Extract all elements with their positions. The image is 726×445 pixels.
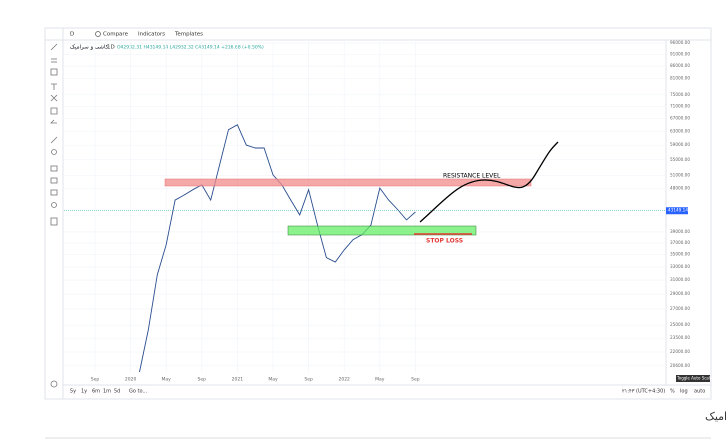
y-tick-label: 81000.00 — [670, 76, 690, 81]
chart-frame — [44, 27, 712, 400]
interval[interactable]: D — [70, 32, 74, 38]
log-toggle[interactable]: log — [680, 389, 688, 395]
x-tick-label: May — [162, 377, 172, 383]
y-tick-label: 96000.00 — [670, 40, 690, 45]
stop-loss-label: STOP LOSS — [426, 238, 463, 245]
y-tick-label: 48000.00 — [670, 185, 690, 190]
x-tick-label: Sep — [91, 377, 100, 383]
clock: ۲۱:۴۳ (UTC+4:30) — [622, 389, 665, 395]
plot: 96000.00 91000.00 86000.00 81000.00 75000.00… — [64, 40, 690, 383]
auto-toggle[interactable]: auto — [694, 389, 705, 395]
support-zone — [287, 225, 477, 236]
y-tick-label: 27000.00 — [670, 306, 690, 311]
y-tick-label: 20600.00 — [670, 363, 690, 368]
x-tick-label: 2022 — [338, 377, 350, 383]
y-tick-label: 22000.00 — [670, 349, 690, 354]
symbol: کاشی و سرامیک — [70, 44, 109, 51]
tooltip: Toggle Auto Scale — [676, 376, 713, 381]
x-tick-label: 2020 — [125, 377, 137, 383]
goto-button[interactable]: Go to... — [129, 389, 148, 395]
y-tick-label: 86000.00 — [670, 63, 690, 68]
x-tick-label: May — [268, 377, 278, 383]
timeframe: 1D — [107, 45, 115, 51]
x-tick-label: 2021 — [232, 377, 244, 383]
caption: تحلیل تکنیکالی صنعت کاشی و سرامیک — [705, 410, 726, 423]
y-tick-label: 33000.00 — [670, 264, 690, 269]
indicators-button[interactable]: Indicators — [138, 32, 165, 38]
resistance-label: RESISTANCE LEVEL — [443, 173, 501, 180]
projection-curve — [419, 141, 559, 223]
y-tick-label: 31000.00 — [670, 277, 690, 282]
y-tick-label: 67000.00 — [670, 115, 690, 120]
y-tick-label: 51000.00 — [670, 173, 690, 178]
x-tick-label: Sep — [198, 377, 207, 383]
y-tick-label: 75000.00 — [670, 92, 690, 97]
x-tick-label: May — [375, 377, 385, 383]
last-price-label: 43149.14 — [668, 208, 688, 213]
y-tick-label: 37000.00 — [670, 240, 690, 245]
compare-icon — [95, 31, 101, 37]
y-tick-label: 25000.00 — [670, 322, 690, 327]
y-tick-label: 35000.00 — [670, 252, 690, 257]
y-tick-label: 29000.00 — [670, 291, 690, 296]
compare-button[interactable]: Compare — [103, 32, 129, 38]
y-tick-label: 91000.00 — [670, 51, 690, 56]
resistance-zone — [164, 178, 532, 187]
range-button[interactable]: 6m — [92, 389, 100, 395]
last-price-box — [666, 207, 688, 215]
x-tick-label: Sep — [304, 377, 313, 383]
sidebar-icons — [50, 43, 58, 388]
range-button[interactable]: 5d — [114, 389, 120, 395]
y-tick-label: 59000.00 — [670, 142, 690, 147]
ohlc: O42932.31 H43149.14 L42932.32 C43149.14 … — [117, 45, 264, 51]
range-button[interactable]: 1m — [103, 389, 111, 395]
range-button[interactable]: 1y — [81, 389, 87, 395]
x-tick-label: Sep — [411, 377, 420, 383]
templates-button[interactable]: Templates — [174, 32, 203, 38]
y-tick-label: 63000.00 — [670, 128, 690, 133]
y-tick-label: 71000.00 — [670, 103, 690, 108]
range-button[interactable]: 5y — [70, 389, 76, 395]
tooltip-box — [676, 375, 710, 382]
y-tick-label: 39000.00 — [670, 229, 690, 234]
percent-toggle[interactable]: % — [670, 389, 675, 395]
y-tick-label: 23500.00 — [670, 335, 690, 340]
y-tick-label: 55000.00 — [670, 157, 690, 162]
